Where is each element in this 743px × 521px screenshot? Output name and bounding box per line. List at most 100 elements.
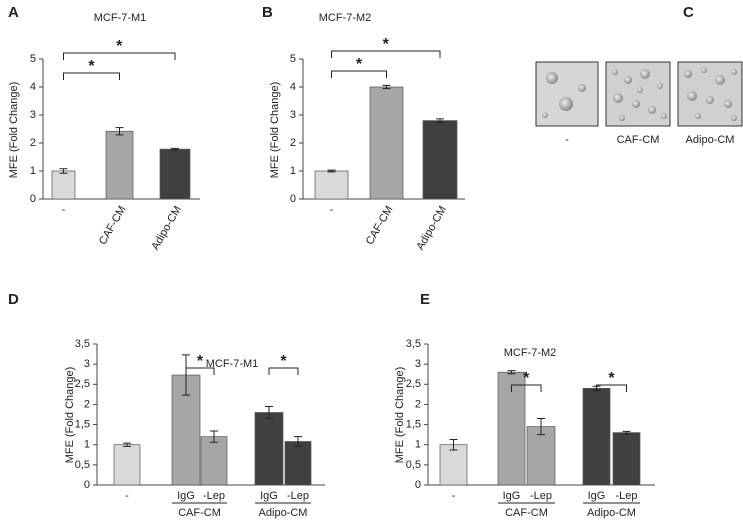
bar <box>314 170 349 200</box>
error-bar <box>382 84 391 90</box>
bar <box>105 130 134 200</box>
y-tick-label: 2 <box>415 398 421 410</box>
y-tick-label: 1 <box>30 165 36 177</box>
panel-label: B <box>262 4 273 21</box>
y-tick-label: 0 <box>84 479 90 491</box>
chart-title: MCF-7-M2 <box>319 12 372 24</box>
error-bar <box>171 147 179 151</box>
y-tick-label: 1 <box>84 439 90 451</box>
error-bar <box>294 436 302 447</box>
micrograph <box>677 61 743 127</box>
panel-label: A <box>8 4 19 21</box>
error-bar <box>537 418 545 436</box>
y-tick-label: 0 <box>290 193 296 205</box>
panel-label: D <box>8 291 19 308</box>
y-tick-label: 3 <box>30 109 36 121</box>
significance-star: * <box>523 370 530 387</box>
panel-label: E <box>420 291 430 308</box>
significance-star: * <box>88 58 95 75</box>
y-tick-label: 1 <box>415 439 421 451</box>
micrograph <box>535 61 599 127</box>
significance-bracket <box>511 384 542 392</box>
y-tick-label: 3,5 <box>75 338 90 350</box>
group-label: CAF-CM <box>178 507 221 519</box>
y-tick-label: 2 <box>84 398 90 410</box>
x-tick-label: IgG <box>260 490 278 502</box>
bar <box>526 426 556 486</box>
y-tick-label: 2,5 <box>75 378 90 390</box>
bar <box>200 436 228 486</box>
y-tick-label: 5 <box>290 53 296 65</box>
y-tick-label: 5 <box>30 53 36 65</box>
significance-bracket <box>63 52 176 60</box>
y-tick-label: 1,5 <box>406 418 421 430</box>
y-tick-label: 1,5 <box>75 418 90 430</box>
image-label: CAF-CM <box>617 134 660 146</box>
error-bar <box>210 430 218 443</box>
micrograph <box>605 61 671 127</box>
x-tick-label: - <box>62 204 66 216</box>
y-tick-label: 3 <box>84 358 90 370</box>
error-bar <box>115 127 124 136</box>
error-bar <box>59 168 68 174</box>
error-bar <box>507 370 516 375</box>
significance-star: * <box>383 36 390 53</box>
significance-star: * <box>608 370 615 387</box>
y-tick-label: 2 <box>290 137 296 149</box>
significance-bracket <box>185 367 215 375</box>
significance-bracket <box>63 72 120 80</box>
error-bar <box>265 405 273 420</box>
y-tick-label: 1 <box>290 165 296 177</box>
image-label: - <box>565 134 569 146</box>
significance-bracket <box>268 367 299 375</box>
x-tick-label: CAF-CM <box>364 204 396 247</box>
y-tick-label: 4 <box>290 81 296 93</box>
bar <box>113 444 141 486</box>
group-label: Adipo-CM <box>259 507 308 519</box>
x-tick-label: - <box>452 490 456 502</box>
y-axis-label: MFE (Fold Change) <box>64 367 76 464</box>
bar <box>284 441 312 486</box>
x-tick-label: CAF-CM <box>97 204 129 247</box>
chart-title: MCF-7-M2 <box>504 347 557 359</box>
y-tick-label: 2,5 <box>406 378 421 390</box>
error-bar <box>449 438 458 451</box>
x-tick-label: - <box>330 204 334 216</box>
significance-bracket <box>331 70 387 78</box>
y-tick-label: 3,5 <box>406 338 421 350</box>
y-tick-label: 3 <box>415 358 421 370</box>
x-tick-label: -Lep <box>615 490 637 502</box>
bar <box>422 120 458 200</box>
bar <box>159 148 191 200</box>
y-tick-label: 3 <box>290 109 296 121</box>
error-bar <box>327 169 336 173</box>
x-tick-label: -Lep <box>287 490 309 502</box>
significance-star: * <box>116 38 123 55</box>
x-tick-label: -Lep <box>530 490 552 502</box>
x-tick-label: Adipo-CM <box>149 204 184 252</box>
significance-bracket <box>331 50 441 58</box>
significance-star: * <box>280 353 287 370</box>
chart-title: MCF-7-M1 <box>206 358 259 370</box>
significance-bracket <box>596 384 627 392</box>
error-bar <box>182 354 190 396</box>
y-axis-label: MFE (Fold Change) <box>394 367 406 464</box>
x-tick-label: IgG <box>177 490 195 502</box>
error-bar <box>123 442 131 447</box>
x-tick-label: - <box>125 490 129 502</box>
significance-star: * <box>356 56 363 73</box>
error-bar <box>436 118 444 123</box>
bar <box>254 412 284 486</box>
bar <box>439 444 468 486</box>
chart-title: MCF-7-M1 <box>94 12 147 24</box>
x-tick-label: IgG <box>503 490 521 502</box>
bar <box>369 86 404 200</box>
image-label: Adipo-CM <box>686 134 735 146</box>
y-axis-label: MFE (Fold Change) <box>8 82 20 179</box>
y-tick-label: 0,5 <box>75 459 90 471</box>
error-bar <box>622 430 631 435</box>
x-tick-label: IgG <box>588 490 606 502</box>
x-tick-label: -Lep <box>203 490 225 502</box>
group-label: Adipo-CM <box>587 507 636 519</box>
